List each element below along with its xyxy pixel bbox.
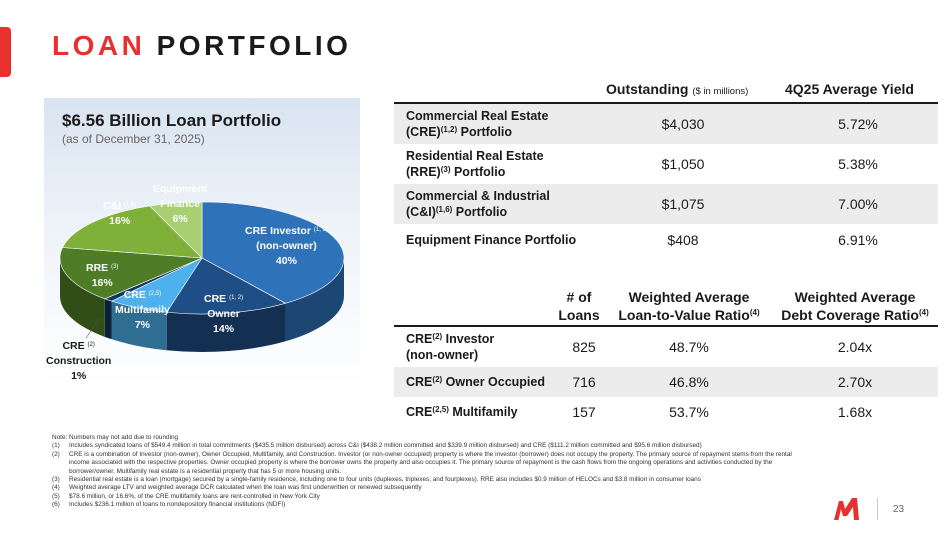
row-label: CRE(2,5) Multifamily <box>406 405 518 419</box>
row-label: CRE(2) Investor (non-owner) <box>406 332 495 362</box>
pie-leader-line <box>85 317 101 339</box>
t1-header-yield: 4Q25 Average Yield <box>785 81 914 97</box>
row-label: Commercial Real Estate (CRE)(1,2) Portfol… <box>406 109 549 139</box>
table-row: CRE(2) Investor (non-owner) 825 48.7% 2.0… <box>394 327 938 367</box>
page-number: 23 <box>893 504 905 515</box>
footnote: (2) CRE is a combination of Investor (non… <box>52 450 792 475</box>
t2-header-ltv: Weighted Average Loan-to-Value Ratio(4) <box>618 289 760 323</box>
title-part1: LOAN <box>52 30 146 61</box>
pie-label-cre-multifamily: CRE (2,5) Multifamily 7% <box>115 289 170 331</box>
cell-yield: 6.91% <box>838 232 878 248</box>
cell-ltv: 53.7% <box>669 404 709 420</box>
footnote: (4) Weighted average LTV and weighted ave… <box>52 484 422 492</box>
pie-label-rre: RRE (3) 16% <box>86 262 119 289</box>
pie-label-cre-owner: CRE (1, 2) Owner 14% <box>204 293 244 335</box>
cell-loans: 157 <box>572 404 596 420</box>
table-row: CRE(2,5) Multifamily 157 53.7% 1.68x <box>394 397 938 427</box>
table-row: Residential Real Estate (RRE)(3) Portfoli… <box>394 144 938 184</box>
cell-dcr: 2.70x <box>837 374 873 390</box>
cell-outstanding: $1,050 <box>661 156 705 172</box>
row-label: Commercial & Industrial (C&I)(1,6) Portfo… <box>406 189 550 219</box>
pie-label-equipment: Equipment Finance 6% <box>153 183 208 225</box>
pie-label-cre-construction: CRE (2) Construction 1% <box>46 340 112 382</box>
table-row: CRE(2) Owner Occupied 716 46.8% 2.70x <box>394 367 938 397</box>
company-logo-icon <box>834 498 859 520</box>
row-label: Equipment Finance Portfolio <box>406 233 577 247</box>
cell-loans: 716 <box>572 374 596 390</box>
cell-outstanding: $4,030 <box>661 116 705 132</box>
accent-bar <box>0 27 11 77</box>
pie-slice-cre-investor <box>201 201 345 304</box>
pie-label-cni: C&I (1,6) 16% <box>103 200 137 227</box>
footnote: (5) $78.6 million, or 16.6%, of the CRE m… <box>52 492 320 500</box>
cell-yield: 7.00% <box>838 196 878 212</box>
cell-dcr: 2.04x <box>837 339 873 355</box>
pie-side-rre <box>59 258 105 337</box>
footnote: (6) Includes $236.1 million of loans to n… <box>52 501 286 509</box>
pie-slice-rre <box>59 247 203 300</box>
footer-divider <box>877 498 878 520</box>
pie-side-cre-owner <box>166 303 286 352</box>
t2-header-loans: # of Loans <box>558 289 600 323</box>
footnotes: Note: Numbers may not add due to roundin… <box>52 434 812 510</box>
cell-ltv: 46.8% <box>669 374 709 390</box>
cell-outstanding: $408 <box>667 232 699 248</box>
row-label: CRE(2) Owner Occupied <box>406 375 545 389</box>
table-row: Commercial & Industrial (C&I)(1,6) Portfo… <box>394 184 938 224</box>
footnote: (3) Residential real estate is a loan (mo… <box>52 476 701 484</box>
cell-loans: 825 <box>572 339 596 355</box>
t1-header-rule <box>394 102 938 104</box>
pie-label-cre-investor: CRE Investor (1, 2) (non-owner) 40% <box>245 225 328 267</box>
page-title: LOAN PORTFOLIO <box>52 30 351 62</box>
pie-side-cre-multifamily <box>111 301 167 351</box>
pie-side-cre-construction <box>104 298 112 340</box>
footnote-intro: Note: Numbers may not add due to roundin… <box>52 434 179 441</box>
pie-slice-cni <box>62 205 203 259</box>
table-row: Equipment Finance Portfolio $408 6.91% <box>394 224 938 256</box>
t2-header-rule <box>394 325 938 327</box>
cell-outstanding: $1,075 <box>661 196 705 212</box>
footnote: (1) Includes syndicated loans of $549.4 m… <box>52 442 702 450</box>
table-row: Commercial Real Estate (CRE)(1,2) Portfol… <box>394 104 938 144</box>
cell-dcr: 1.68x <box>837 404 873 420</box>
pie-slice-equipment <box>149 201 203 259</box>
t1-header-outstanding: Outstanding ($ in millions) <box>606 81 749 97</box>
cell-ltv: 48.7% <box>669 339 709 355</box>
t2-header-dcr: Weighted Average Debt Coverage Ratio(4) <box>781 289 929 323</box>
title-part2: PORTFOLIO <box>156 30 352 61</box>
cell-yield: 5.72% <box>838 116 878 132</box>
pie-slice-cre-owner <box>166 257 287 315</box>
pie-side-cre-investor <box>285 258 344 342</box>
pie-title: $6.56 Billion Loan Portfolio <box>62 111 282 130</box>
pie-subtitle: (as of December 31, 2025) <box>62 132 205 146</box>
cell-yield: 5.38% <box>838 156 878 172</box>
row-label: Residential Real Estate (RRE)(3) Portfoli… <box>406 149 544 179</box>
